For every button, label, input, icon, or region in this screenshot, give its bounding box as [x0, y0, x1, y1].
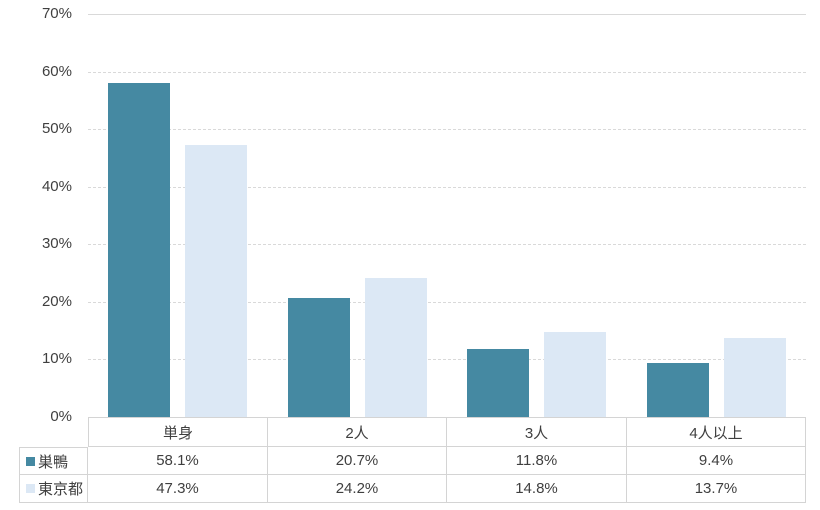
category-header-4人以上: 4人以上: [627, 417, 806, 447]
gridline-50: [88, 129, 806, 130]
gridline-60: [88, 72, 806, 73]
bar-巣鴨-2人: [288, 298, 350, 417]
y-axis-tick-70: 70%: [41, 5, 72, 22]
value-cell-巣鴨-単身: 58.1%: [88, 447, 268, 475]
legend-swatch-巣鴨: [26, 456, 35, 466]
value-cell-巣鴨-2人: 20.7%: [268, 447, 447, 475]
value-cell-東京都-2人: 24.2%: [268, 475, 447, 503]
bar-東京都-単身: [185, 145, 247, 417]
legend-label: 巣鴨: [38, 453, 69, 471]
legend-label: 東京都: [38, 481, 84, 498]
y-axis-tick-30: 30%: [41, 235, 72, 252]
category-header-3人: 3人: [447, 417, 627, 447]
gridline-30: [88, 244, 806, 245]
value-cell-東京都-単身: 47.3%: [88, 475, 268, 503]
gridline-70: [88, 14, 806, 15]
value-cell-東京都-3人: 14.8%: [447, 475, 627, 503]
y-axis-tick-60: 60%: [41, 63, 72, 80]
y-axis-tick-10: 10%: [41, 350, 72, 367]
value-cell-東京都-4人以上: 13.7%: [627, 475, 806, 503]
bar-東京都-2人: [365, 278, 427, 417]
y-axis-tick-50: 50%: [41, 120, 72, 137]
bar-巣鴨-単身: [108, 83, 170, 417]
gridline-10: [88, 359, 806, 360]
gridline-40: [88, 187, 806, 188]
legend-row-東京都: 東京都: [19, 475, 88, 503]
bar-東京都-3人: [544, 332, 606, 417]
gridline-20: [88, 302, 806, 303]
value-cell-巣鴨-3人: 11.8%: [447, 447, 627, 475]
value-cell-巣鴨-4人以上: 9.4%: [627, 447, 806, 475]
category-header-2人: 2人: [268, 417, 447, 447]
category-header-単身: 単身: [88, 417, 268, 447]
y-axis-tick-40: 40%: [41, 178, 72, 195]
legend-swatch-東京都: [26, 484, 35, 493]
y-axis-tick-20: 20%: [41, 293, 72, 310]
bar-巣鴨-3人: [467, 349, 529, 417]
bar-巣鴨-4人以上: [647, 363, 709, 417]
bar-東京都-4人以上: [724, 338, 786, 417]
y-axis-tick-0: 0%: [50, 408, 72, 425]
legend-row-巣鴨: 巣鴨: [19, 447, 88, 475]
